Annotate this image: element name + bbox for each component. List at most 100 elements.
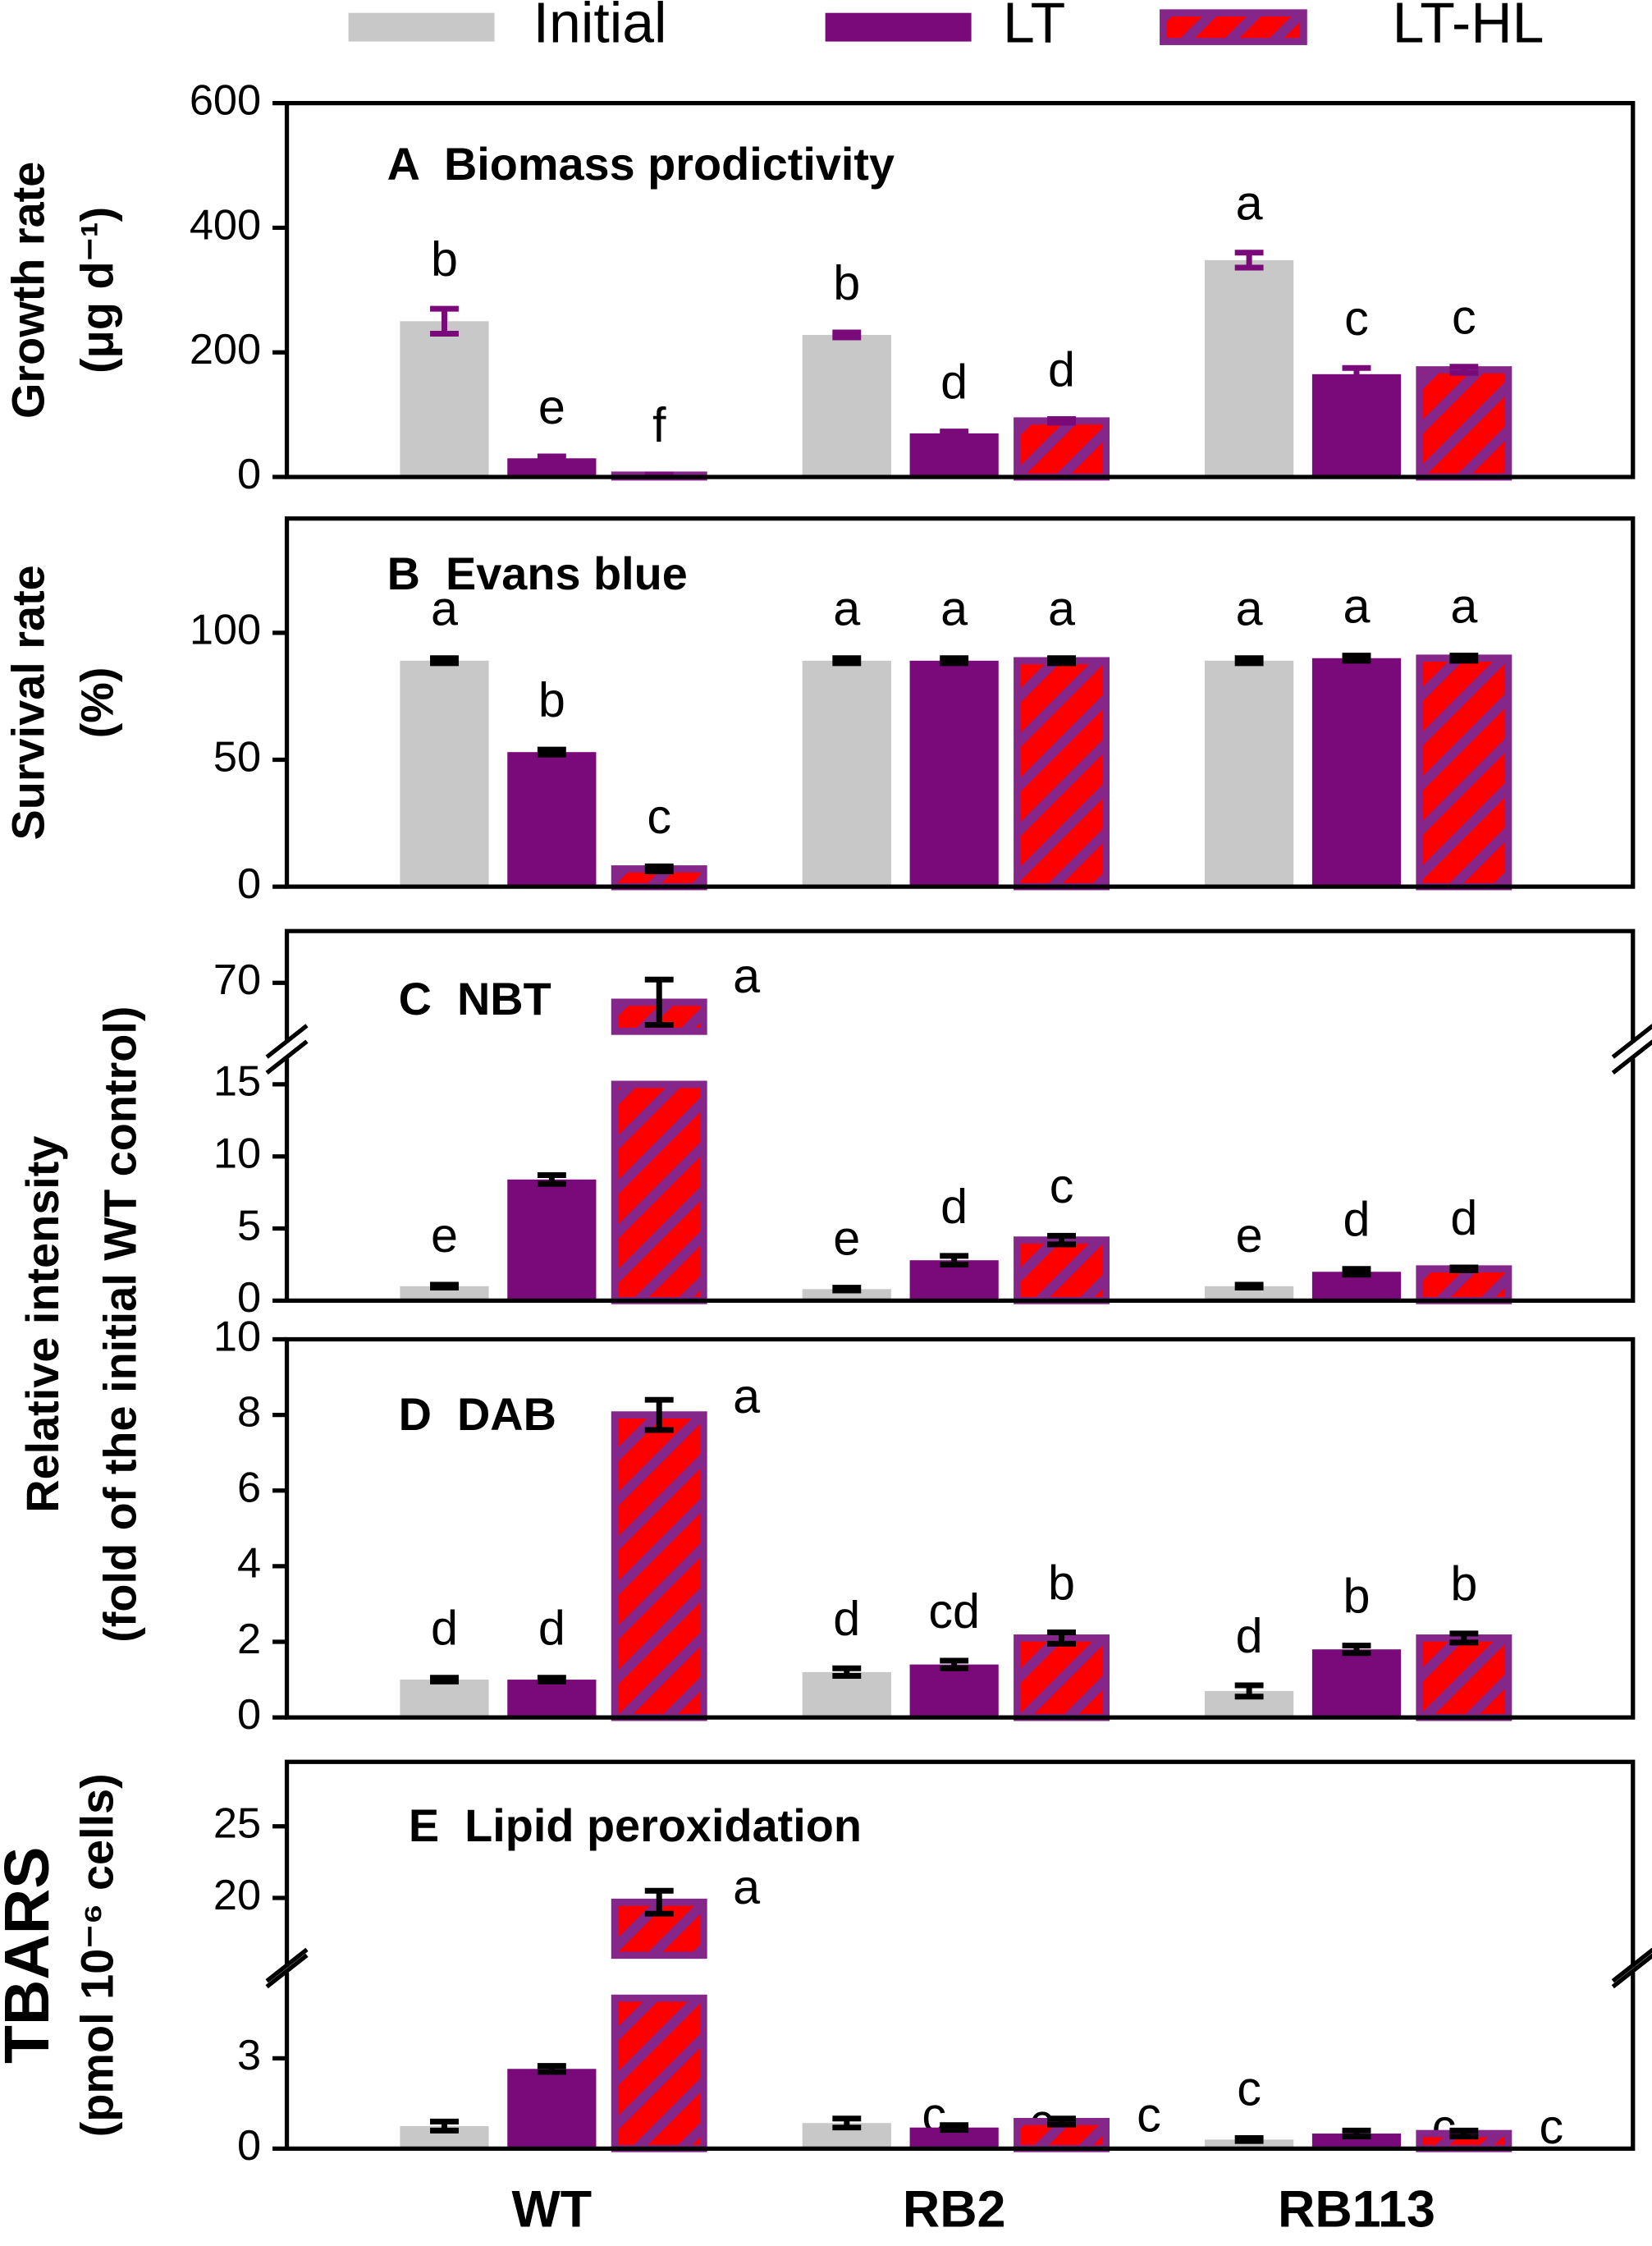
bar (802, 334, 891, 478)
bar (802, 1671, 891, 1718)
axis-break (265, 1947, 309, 1989)
bar (611, 1080, 707, 1304)
significance-letter: c (1137, 2087, 1161, 2142)
bar (802, 1289, 891, 1301)
significance-letter: d (1236, 1608, 1263, 1663)
significance-letter: b (431, 231, 458, 286)
x-tick-label: RB2 (903, 2180, 1006, 2238)
error-bar (537, 1675, 566, 1684)
significance-letter: d (940, 354, 968, 409)
plot-frame (284, 101, 1636, 479)
y-tick-label: 10 (213, 1130, 261, 1178)
error-bar (537, 2063, 566, 2075)
significance-letter: a (733, 1859, 760, 1914)
y-tick-label: 3 (237, 2032, 261, 2079)
significance-letter: b (1048, 1555, 1075, 1610)
bar (909, 433, 999, 478)
bar (507, 752, 597, 887)
bar (1416, 1265, 1512, 1304)
panel-title: D DAB (399, 1388, 556, 1440)
bar (1205, 2139, 1294, 2149)
error-bar (644, 1396, 674, 1433)
axis-break (1611, 1947, 1652, 1989)
y-tick-label: 0 (237, 1274, 261, 1322)
significance-letter: c (1050, 1158, 1074, 1213)
y-axis-label: TBARS (0, 1847, 62, 2064)
significance-letter: e (431, 1208, 458, 1263)
error-bar (430, 305, 459, 337)
axis-break (265, 1024, 309, 1075)
error-bar (1047, 1629, 1076, 1647)
error-bar (430, 1281, 459, 1291)
error-bar (1047, 2115, 1076, 2128)
bar (400, 660, 489, 887)
bar (507, 1680, 597, 1718)
y-axis-label: (fold of the initial WT control) (94, 1006, 145, 1643)
error-bar (1449, 1630, 1479, 1646)
y-tick-label: 100 (190, 607, 261, 654)
bar (1311, 658, 1402, 887)
y-tick-label: 10 (213, 1313, 261, 1360)
bar (909, 1664, 999, 1718)
bar (611, 1411, 707, 1721)
y-tick-label: 70 (213, 956, 261, 1004)
error-bar (430, 655, 459, 667)
significance-letter: a (1450, 578, 1477, 633)
y-tick-label: 0 (237, 2122, 261, 2170)
error-bar (832, 329, 862, 341)
y-tick-label: 20 (213, 1872, 261, 1919)
error-bar (430, 2118, 459, 2134)
error-bar (644, 863, 674, 875)
bar (1014, 417, 1110, 481)
significance-letter: b (1450, 1556, 1477, 1611)
error-bar (832, 2115, 862, 2131)
error-bar (1449, 364, 1479, 376)
bar (400, 1680, 489, 1718)
y-tick-label: 5 (237, 1202, 261, 1249)
bar (802, 660, 891, 887)
bar (1416, 654, 1512, 891)
y-axis-label: (%) (71, 667, 122, 738)
significance-letter: d (1450, 1190, 1477, 1245)
y-tick-label: 2 (237, 1616, 261, 1663)
error-bar (940, 1657, 969, 1671)
bar (1014, 657, 1110, 891)
error-bar (1234, 2135, 1264, 2144)
legend-swatch (348, 12, 495, 42)
panel-title: C NBT (399, 973, 551, 1024)
error-bar (940, 655, 969, 667)
significance-letter: a (1343, 578, 1370, 633)
bar (1416, 1634, 1512, 1721)
y-tick-label: 15 (213, 1058, 261, 1106)
bar (1311, 2134, 1402, 2149)
bar (400, 321, 489, 478)
bar (1416, 366, 1512, 481)
y-tick-label: 25 (213, 1800, 261, 1848)
error-bar (537, 1172, 566, 1187)
bar (507, 458, 597, 478)
plot-frame (284, 1759, 1636, 2151)
bar (1205, 660, 1294, 887)
significance-letter: e (833, 1210, 860, 1265)
panel-title: E Lipid peroxidation (409, 1799, 862, 1851)
panel-title: A Biomass prodictivity (387, 138, 895, 190)
plot-frame (284, 928, 1636, 1303)
significance-letter: c (1539, 2099, 1563, 2154)
significance-letter: a (431, 581, 458, 636)
error-bar (940, 429, 969, 438)
y-tick-label: 0 (237, 451, 261, 498)
significance-letter: d (431, 1601, 458, 1656)
significance-letter: cd (928, 1584, 980, 1639)
bar (909, 660, 999, 887)
significance-letter: a (1236, 176, 1263, 231)
significance-letter: d (538, 1601, 565, 1656)
error-bar (1234, 1281, 1264, 1291)
axis-break (1611, 1024, 1652, 1075)
y-axis-label: Survival rate (2, 565, 54, 840)
panel-title: B Evans blue (387, 548, 688, 599)
significance-letter: a (940, 581, 968, 636)
error-bar (940, 1253, 969, 1267)
y-tick-label: 600 (190, 76, 261, 124)
significance-letter: c (1452, 290, 1476, 345)
error-bar (1342, 1266, 1371, 1278)
